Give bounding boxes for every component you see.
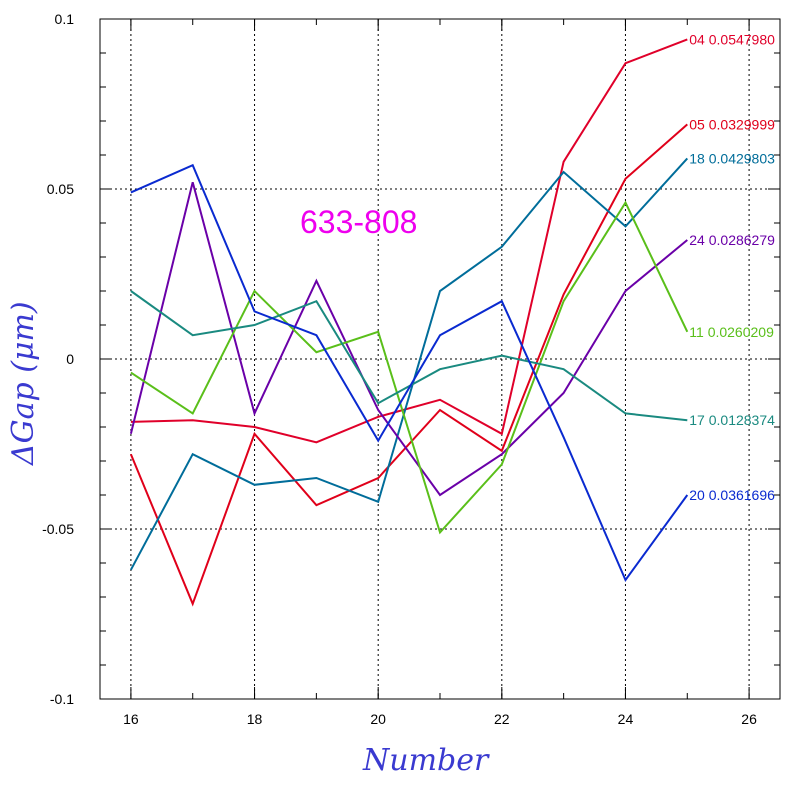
x-tick-label: 16 (123, 711, 139, 727)
series-label: 04 0.0547980 (689, 31, 775, 47)
series-label: 20 0.0361696 (689, 487, 775, 503)
series-line (130, 38, 688, 444)
series-label: 05 0.0329999 (689, 116, 775, 132)
series-line (130, 200, 689, 535)
x-tick-label: 20 (370, 711, 386, 727)
y-tick-label: -0.1 (50, 691, 74, 707)
chart-title: 633-808 (300, 204, 417, 240)
x-axis-title: Number (362, 743, 490, 778)
labels-layer: 04 0.0547980 05 0.0329999 18 0.0429803 24 0… (689, 31, 775, 503)
grid-layer (100, 19, 780, 699)
x-tick-label: 24 (618, 711, 634, 727)
x-tick-label: 22 (494, 711, 510, 727)
series-line (130, 163, 689, 583)
series-line (129, 181, 688, 497)
series-line (130, 157, 689, 571)
series-line (129, 123, 688, 607)
series-layer (129, 38, 689, 607)
y-tick-label: 0.1 (55, 11, 75, 27)
x-tick-label: 18 (247, 711, 263, 727)
y-axis-title: ΔGap (μm) (6, 301, 41, 466)
series-label: 24 0.0286279 (689, 232, 775, 248)
ticks-layer: 16 18 20 22 24 26 0.1 0.05 0 -0.05 -0.1 (42, 11, 780, 727)
series-label: 11 0.0260209 (689, 324, 774, 340)
y-tick-label: 0 (66, 351, 74, 367)
y-tick-label: -0.05 (42, 521, 74, 537)
series-line (130, 290, 688, 422)
series-label: 18 0.0429803 (689, 150, 775, 166)
y-tick-label: 0.05 (47, 181, 74, 197)
series-label: 17 0.0128374 (689, 412, 775, 428)
x-tick-label: 26 (741, 711, 757, 727)
plot-frame (99, 18, 781, 700)
